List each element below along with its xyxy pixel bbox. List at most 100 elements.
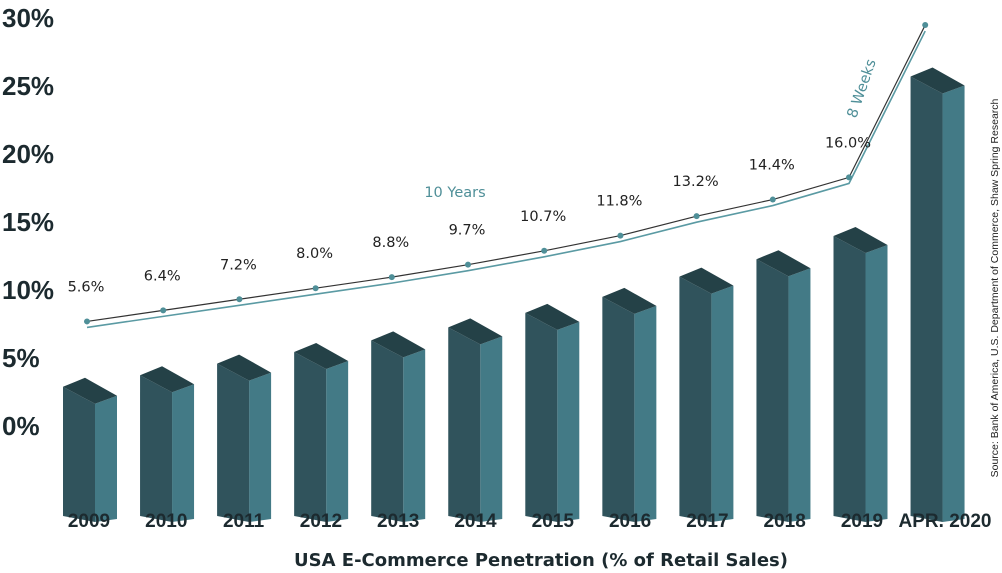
bar-top-face — [448, 318, 503, 345]
bar-top-face — [63, 377, 117, 404]
trend-line-teal — [86, 30, 926, 329]
bar-side-face — [634, 305, 657, 522]
y-tick-label: 20% — [2, 139, 54, 169]
data-label: 11.8% — [596, 194, 642, 210]
bar-front-face — [63, 386, 95, 522]
data-label: 9.7% — [449, 223, 486, 239]
bar — [63, 377, 117, 522]
x-tick-label: 2015 — [532, 511, 575, 532]
bar-side-face — [557, 321, 580, 522]
bar-front-face — [756, 259, 789, 522]
bar — [833, 227, 888, 522]
bar-top-face — [833, 227, 888, 253]
trend-marker — [769, 196, 776, 203]
bar-front-face — [140, 375, 173, 522]
trend-marker — [312, 285, 319, 292]
trend-marker — [465, 261, 471, 268]
bar-side-face — [865, 245, 888, 522]
x-axis-ticks: 2009 2010 2011 2012 2013 2014 2015 2016 2017 2018… — [68, 511, 992, 532]
bar-side-face — [249, 372, 272, 522]
y-tick-label: 30% — [2, 3, 54, 33]
data-label: 13.2% — [673, 174, 719, 190]
bar-top-face — [217, 354, 272, 381]
trend-marker — [160, 307, 167, 314]
data-label: 16.0% — [825, 135, 871, 151]
bar-top-face — [294, 343, 349, 369]
bar-side-face — [172, 384, 195, 522]
bar — [140, 366, 195, 522]
bar — [756, 250, 811, 522]
trend-lines-layer — [84, 22, 929, 329]
data-label: 10.7% — [520, 209, 566, 225]
bar-side-face — [95, 395, 117, 522]
trend-marker — [693, 213, 700, 220]
data-label: 8.8% — [372, 235, 409, 251]
trend-marker — [236, 296, 243, 303]
bar — [448, 318, 503, 522]
bar-top-face — [679, 267, 734, 294]
trend-marker — [617, 232, 624, 239]
bar-front-face — [294, 352, 327, 522]
trend-marker — [541, 247, 548, 254]
y-tick-label: 15% — [2, 207, 54, 237]
bar-top-face — [756, 250, 811, 277]
bar-front-face — [448, 327, 481, 522]
bar-top-face — [910, 67, 965, 94]
bar-top-face — [371, 331, 426, 358]
bar-side-face — [326, 361, 349, 522]
bar-front-face — [217, 363, 250, 522]
x-tick-label: 2012 — [300, 511, 342, 532]
bar-front-face — [833, 236, 866, 522]
trend-marker — [388, 274, 395, 281]
x-tick-label: 2010 — [145, 511, 187, 532]
bar-side-face — [711, 285, 734, 522]
annotation-8-weeks: 8 Weeks — [845, 57, 880, 120]
bar — [910, 67, 965, 522]
bar-side-face — [403, 349, 426, 522]
trend-marker — [84, 318, 90, 325]
bar — [217, 354, 272, 522]
y-tick-label: 10% — [2, 275, 54, 305]
data-label: 5.6% — [68, 279, 105, 295]
y-axis-ticks: 0% 5% 10% 15% 20% 25% 30% — [2, 3, 54, 441]
x-tick-label: 2011 — [223, 511, 265, 532]
bar — [294, 343, 349, 522]
data-label: 7.2% — [220, 257, 257, 273]
bar-front-face — [679, 276, 712, 522]
x-tick-label: 2019 — [841, 511, 883, 532]
bar-top-face — [525, 303, 580, 330]
bar-front-face — [602, 296, 635, 522]
bar-side-face — [480, 336, 503, 522]
x-tick-label: 2018 — [764, 511, 806, 532]
bar-front-face — [525, 312, 558, 522]
x-tick-label: APR. 2020 — [899, 511, 992, 532]
x-tick-label: 2009 — [68, 511, 110, 532]
bar — [371, 331, 426, 522]
bar-front-face — [371, 340, 404, 522]
bar-side-face — [942, 85, 965, 522]
data-label: 14.4% — [749, 158, 795, 174]
bar-top-face — [140, 366, 195, 393]
bar — [679, 267, 734, 522]
data-label: 8.0% — [296, 246, 333, 262]
y-tick-label: 25% — [2, 71, 54, 101]
bar-front-face — [910, 76, 943, 522]
bar-top-face — [602, 287, 657, 314]
data-labels-layer: 5.6% 6.4% 7.2% 8.0% 8.8% 9.7% 10.7% 11.8% 13.2% 1… — [68, 135, 871, 295]
data-label: 6.4% — [144, 268, 181, 284]
y-tick-label: 5% — [2, 343, 40, 373]
bars-layer — [63, 67, 965, 522]
x-tick-label: 2013 — [377, 511, 419, 532]
y-tick-label: 0% — [2, 411, 40, 441]
trend-line-dark — [86, 24, 926, 323]
x-tick-label: 2016 — [609, 511, 651, 532]
bar — [602, 287, 657, 522]
annotation-10-years: 10 Years — [424, 185, 485, 201]
x-tick-label: 2017 — [686, 511, 728, 532]
trend-marker — [846, 174, 852, 181]
bar-side-face — [788, 268, 811, 522]
x-tick-label: 2014 — [454, 511, 497, 532]
x-axis-title: USA E-Commerce Penetration (% of Retail … — [294, 550, 788, 571]
